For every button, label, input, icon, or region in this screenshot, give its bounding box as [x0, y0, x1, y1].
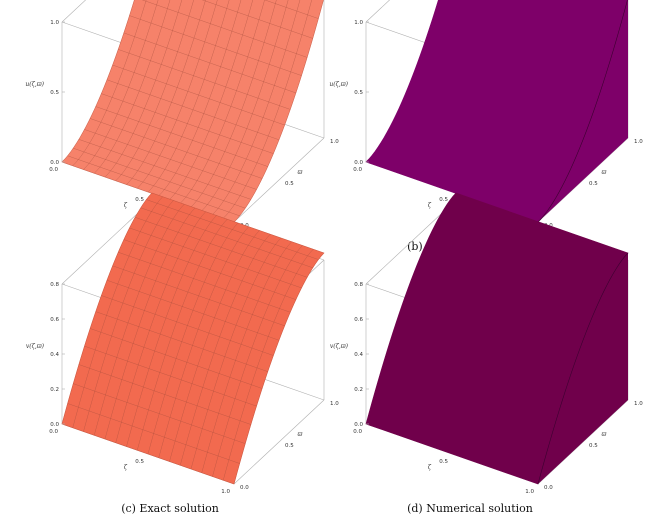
z-tick-label: 0.0: [354, 422, 363, 428]
varpi-tick-label: 0.0: [544, 485, 553, 491]
zeta-tick-label: 0.0: [353, 429, 362, 435]
mesh-line-varpi: [106, 280, 280, 341]
mesh-line-varpi: [95, 106, 268, 167]
mesh-line-varpi: [118, 49, 291, 110]
mesh-line-varpi: [112, 265, 285, 327]
mesh-line-varpi: [129, 15, 302, 76]
surface-side: [538, 0, 628, 222]
mesh-line-varpi: [84, 345, 257, 407]
surface: [365, 0, 628, 223]
mesh-line-varpi: [106, 79, 280, 141]
mesh-line-varpi: [67, 403, 240, 464]
zeta-tick-label: 0.5: [135, 197, 144, 203]
varpi-tick-label: 1.0: [330, 139, 339, 145]
mesh-line-varpi: [129, 227, 302, 289]
mesh-line-varpi: [90, 118, 263, 179]
panel-caption: (d) Numerical solution: [407, 502, 533, 515]
panel-caption: (c) Exact solution: [121, 502, 219, 515]
mesh-line-varpi: [61, 423, 235, 485]
zeta-tick-label: 0.5: [135, 459, 144, 465]
zeta-axis-label: ζ: [428, 464, 432, 471]
zeta-axis-label: ζ: [124, 464, 128, 471]
mesh-line-varpi: [67, 155, 240, 217]
varpi-tick-label: 1.0: [330, 401, 339, 407]
z-tick-label: 0.4: [50, 352, 59, 358]
mesh-line-varpi: [90, 328, 263, 389]
mesh-line-varpi: [140, 207, 313, 269]
mesh-line-varpi: [101, 93, 274, 154]
zeta-axis-label: ζ: [124, 202, 128, 209]
z-tick-label: 0.6: [50, 317, 59, 323]
zeta-tick-label: 0.0: [353, 167, 362, 173]
mesh-line-varpi: [264, 0, 319, 19]
z-tick-label: 0.2: [354, 387, 363, 393]
zeta-tick-label: 0.5: [439, 197, 448, 203]
varpi-tick-label: 0.5: [285, 181, 294, 187]
surface-edge: [537, 252, 629, 485]
varpi-axis-label: ϖ: [298, 169, 304, 176]
mesh-line-varpi: [84, 129, 257, 190]
zeta-tick-label: 0.5: [439, 459, 448, 465]
mesh-line-varpi: [123, 32, 296, 94]
varpi-tick-label: 1.0: [634, 401, 643, 407]
mesh-line-varpi: [95, 311, 268, 372]
varpi-axis-label: ϖ: [602, 431, 608, 438]
varpi-tick-label: 0.5: [285, 443, 294, 449]
varpi-tick-label: 0.0: [240, 485, 249, 491]
varpi-axis-label: ϖ: [602, 169, 608, 176]
z-tick-label: 0.4: [354, 352, 363, 358]
zeta-axis-label: ζ: [428, 202, 432, 209]
mesh-line-varpi: [112, 64, 285, 126]
z-tick-label: 0.6: [354, 317, 363, 323]
surface: [61, 0, 324, 223]
box-edge: [233, 137, 325, 223]
surface-edge: [537, 0, 628, 223]
varpi-tick-label: 0.5: [589, 443, 598, 449]
z-tick-label: 0.5: [50, 90, 59, 96]
z-tick-label: 0.0: [50, 422, 59, 428]
chart-panel-4: 0.0 0.2 0.4 0.6 0.8 v(ζ,ϖ) 0.0 0.5 1.0 ζ 0.0 0.5 1.0…: [330, 192, 643, 515]
zeta-tick-label: 0.0: [49, 429, 58, 435]
z-axis-label: v(ζ,ϖ): [330, 343, 349, 350]
mesh-line-varpi: [118, 252, 291, 313]
mesh-line-varpi: [201, 0, 313, 39]
zeta-tick-label: 0.0: [49, 167, 58, 173]
chart-panel-3: 0.0 0.2 0.4 0.6 0.8 v(ζ,ϖ) 0.0 0.5 1.0 ζ 0.0 0.5 1.0…: [26, 192, 339, 515]
mesh-line-varpi: [151, 192, 325, 254]
mesh-line-varpi: [73, 383, 246, 444]
varpi-axis-label: ϖ: [298, 431, 304, 438]
z-tick-label: 0.8: [354, 282, 363, 288]
z-tick-label: 0.5: [354, 90, 363, 96]
box-edge: [365, 0, 391, 23]
mesh-line-varpi: [141, 0, 308, 58]
mesh-line-varpi: [101, 295, 274, 356]
box-edge: [61, 0, 87, 23]
box-edge: [233, 399, 325, 485]
mesh-line-varpi: [135, 217, 308, 278]
z-tick-label: 0.0: [354, 160, 363, 166]
z-tick-label: 0.2: [50, 387, 59, 393]
z-tick-label: 0.0: [50, 160, 59, 166]
zeta-tick-label: 1.0: [221, 489, 230, 495]
z-tick-label: 1.0: [50, 20, 59, 26]
varpi-tick-label: 1.0: [634, 139, 643, 145]
z-axis-label: u(ζ,ϖ): [329, 81, 348, 88]
varpi-tick-label: 0.5: [589, 181, 598, 187]
mesh-line-varpi: [73, 147, 246, 209]
zeta-tick-label: 1.0: [525, 489, 534, 495]
z-axis-label: u(ζ,ϖ): [25, 81, 44, 88]
mesh-line-varpi: [146, 199, 319, 260]
mesh-line-zeta: [233, 252, 325, 485]
z-tick-label: 1.0: [354, 20, 363, 26]
z-tick-label: 0.8: [50, 282, 59, 288]
mesh-line-varpi: [78, 139, 251, 200]
mesh-line-varpi: [123, 239, 296, 300]
surface-side: [538, 253, 628, 484]
mesh-line-varpi: [78, 364, 251, 425]
z-axis-label: v(ζ,ϖ): [26, 343, 45, 350]
